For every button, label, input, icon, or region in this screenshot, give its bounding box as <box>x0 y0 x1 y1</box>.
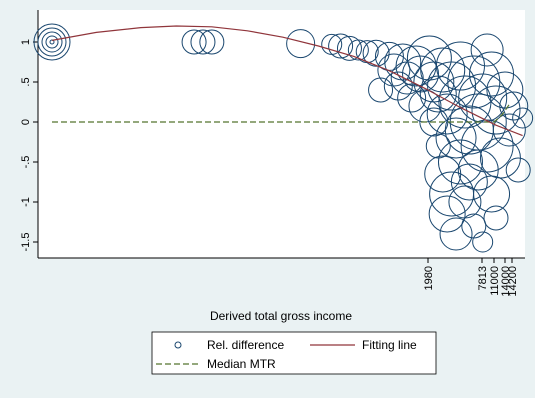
x-tick-label: 14000 <box>500 266 512 297</box>
legend-label-median-mtr: Median MTR <box>207 357 276 371</box>
rel-difference-bubble <box>384 43 422 81</box>
y-tick-label: -.5 <box>20 156 32 169</box>
rel-difference-bubble <box>512 107 534 129</box>
x-tick-label: 14200 <box>507 266 519 297</box>
rel-difference-bubble <box>41 31 63 53</box>
y-axis: -1.5 -1 -.5 0 .5 1 <box>20 10 39 258</box>
rel-difference-bubble <box>470 33 504 67</box>
rel-difference-bubble <box>199 29 225 55</box>
rel-difference-bubble <box>397 83 427 113</box>
y-tick-label: .5 <box>20 77 32 86</box>
y-tick-label: -1 <box>20 197 32 207</box>
y-tick-label: -1.5 <box>20 233 32 252</box>
rel-difference-bubble <box>362 39 390 67</box>
rel-difference-bubble <box>450 163 488 201</box>
rel-difference-bubble <box>471 85 521 135</box>
rel-difference-bubble <box>505 157 531 183</box>
rel-difference-bubble <box>328 33 354 59</box>
rel-difference-bubble <box>439 217 473 251</box>
rel-difference-bubble <box>33 23 71 61</box>
legend-box <box>151 331 437 375</box>
rel-difference-bubble <box>472 231 494 253</box>
rel-difference-bubble <box>447 55 501 109</box>
legend: Rel. difference Fitting line Median MTR <box>151 331 437 375</box>
rel-difference-bubble <box>483 205 509 231</box>
rel-difference-bubble <box>190 29 216 55</box>
x-tick-label: 1980 <box>423 266 435 290</box>
y-tick-label: 0 <box>20 119 32 125</box>
median-mtr-line <box>52 104 510 123</box>
legend-label-rel-difference: Rel. difference <box>207 338 284 352</box>
rel-difference-bubble <box>437 139 483 185</box>
fitting-line <box>51 25 523 137</box>
rel-difference-bubble <box>458 73 508 123</box>
rel-difference-bubble <box>420 47 466 93</box>
rel-difference-bubble <box>427 61 477 111</box>
x-tick-label: 11000 <box>489 266 501 296</box>
rel-difference-bubble <box>486 71 524 109</box>
legend-label-fitting-line: Fitting line <box>362 338 417 352</box>
x-axis-title: Derived total gross income <box>210 309 352 323</box>
x-tick-label: 7813 <box>477 266 489 290</box>
rel-difference-bubble <box>347 39 369 61</box>
rel-difference-bubble <box>286 29 316 59</box>
rel-difference-bubble <box>499 91 529 121</box>
rel-difference-bubble <box>181 29 207 55</box>
rel-difference-bubble <box>45 35 59 49</box>
rel-difference-bubble <box>37 27 67 57</box>
line-series <box>51 25 523 137</box>
plot-area <box>38 10 525 258</box>
rel-difference-bubble <box>426 93 468 135</box>
rel-difference-bubble <box>425 133 451 159</box>
rel-difference-bubble <box>428 195 466 233</box>
rel-difference-bubble <box>336 35 362 61</box>
rel-difference-bubble <box>492 113 526 147</box>
rel-difference-bubble <box>406 35 452 81</box>
y-tick-label: 1 <box>20 39 32 45</box>
legend-marker-rel-difference <box>174 341 182 349</box>
rel-difference-bubble <box>435 117 477 159</box>
